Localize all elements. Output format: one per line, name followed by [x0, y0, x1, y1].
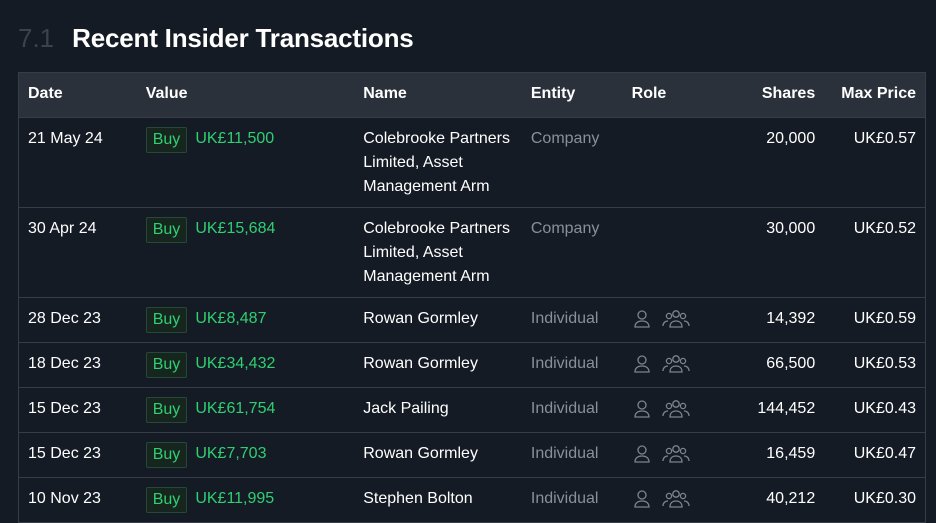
role [632, 397, 716, 421]
transaction-row: 30 Apr 24 Buy UK£15,684 Colebrooke Partners… [19, 208, 925, 298]
transaction-row: 21 May 24 Buy UK£11,500 Colebrooke Partners… [19, 118, 925, 208]
date: 28 Dec 23 [28, 310, 101, 327]
value: Buy UK£7,703 [145, 442, 364, 469]
role [632, 307, 716, 331]
shares: 144,452 [757, 400, 816, 417]
column-header: Shares [761, 85, 816, 102]
transaction-row: 15 Dec 23 Buy UK£61,754 Jack Pailing Individ… [19, 388, 925, 433]
column-header: Max Price [841, 85, 916, 102]
date: 10 Nov 23 [28, 490, 101, 507]
transaction-type-badge: Buy [145, 307, 188, 333]
amount: UK£61,754 [195, 400, 276, 417]
column-header: Name [363, 85, 407, 102]
transaction-type-badge: Buy [145, 127, 188, 153]
column-header: Value [145, 85, 188, 102]
transaction-type-badge: Buy [145, 442, 188, 468]
date: 15 Dec 23 [28, 400, 101, 417]
insider-name: Stephen Bolton [363, 490, 473, 507]
shares: 66,500 [766, 355, 816, 372]
role-icons [633, 310, 690, 328]
section-header: 7.1 Recent Insider Transactions [18, 20, 414, 56]
role [632, 217, 716, 241]
entity: Individual [530, 445, 599, 462]
column-header: Date [28, 85, 63, 102]
transaction-row: 18 Dec 23 Buy UK£34,432 Rowan Gormley Indivi… [19, 343, 925, 388]
transaction-row: 10 Nov 23 Buy UK£11,995 Stephen Bolton Indiv… [19, 478, 925, 523]
insider-name: Rowan Gormley [363, 445, 478, 462]
entity: Company [530, 130, 600, 147]
entity: Individual [530, 400, 599, 417]
shares: 16,459 [766, 445, 816, 462]
transaction-type-badge: Buy [145, 352, 188, 378]
header-row: Date Value Name Entity Role Shares Max Price [19, 73, 925, 118]
date: 15 Dec 23 [28, 445, 101, 462]
amount: UK£15,684 [195, 220, 276, 237]
section-number: 7.1 [18, 22, 55, 53]
transaction-type-badge: Buy [145, 217, 188, 243]
amount: UK£11,500 [195, 130, 275, 147]
insider-name: Rowan Gormley [363, 310, 478, 327]
value: Buy UK£61,754 [145, 397, 364, 424]
max-price: UK£0.47 [853, 445, 916, 462]
shares: 30,000 [766, 220, 816, 237]
role [632, 127, 716, 151]
insider-name: Jack Pailing [363, 400, 449, 417]
transaction-type-badge: Buy [145, 487, 188, 513]
role [632, 442, 716, 466]
insider-name: Colebrooke Partners Limited, Asset Manag… [363, 220, 510, 285]
max-price: UK£0.30 [853, 490, 916, 507]
entity: Company [530, 220, 600, 237]
shares: 14,392 [766, 310, 816, 327]
max-price: UK£0.59 [853, 310, 916, 327]
column-header: Entity [530, 85, 576, 102]
insider-name: Rowan Gormley [363, 355, 478, 372]
max-price: UK£0.53 [853, 355, 916, 372]
section-title: Recent Insider Transactions [72, 22, 414, 53]
shares: 20,000 [766, 130, 816, 147]
amount: UK£34,432 [195, 355, 276, 372]
date: 18 Dec 23 [28, 355, 101, 372]
transaction-type-badge: Buy [145, 397, 188, 423]
value: Buy UK£8,487 [145, 307, 364, 334]
entity: Individual [530, 490, 599, 507]
transaction-row: 28 Dec 23 Buy UK£8,487 Rowan Gormley Individ… [19, 298, 925, 343]
date: 21 May 24 [28, 130, 103, 147]
value: Buy UK£15,684 [145, 217, 364, 289]
role-icons [633, 445, 690, 463]
amount: UK£7,703 [195, 445, 267, 462]
value: Buy UK£11,500 [145, 127, 364, 199]
value: Buy UK£11,995 [145, 487, 364, 514]
column-header: Role [631, 85, 667, 102]
role [632, 352, 716, 376]
role [632, 487, 716, 511]
insider-name: Colebrooke Partners Limited, Asset Manag… [363, 130, 510, 195]
role-icons [633, 490, 690, 508]
max-price: UK£0.52 [853, 220, 916, 237]
entity: Individual [530, 355, 599, 372]
transactions-table: Date Value Name Entity Role Shares Max Price 2… [18, 72, 926, 523]
value: Buy UK£34,432 [145, 352, 364, 379]
transaction-row: 15 Dec 23 Buy UK£7,703 Rowan Gormley Individ… [19, 433, 925, 478]
role-icons [633, 400, 690, 418]
amount: UK£11,995 [195, 490, 275, 507]
max-price: UK£0.57 [853, 130, 916, 147]
date: 30 Apr 24 [28, 220, 97, 237]
max-price: UK£0.43 [853, 400, 916, 417]
shares: 40,212 [766, 490, 816, 507]
entity: Individual [530, 310, 599, 327]
role-icons [633, 355, 690, 373]
amount: UK£8,487 [195, 310, 267, 327]
